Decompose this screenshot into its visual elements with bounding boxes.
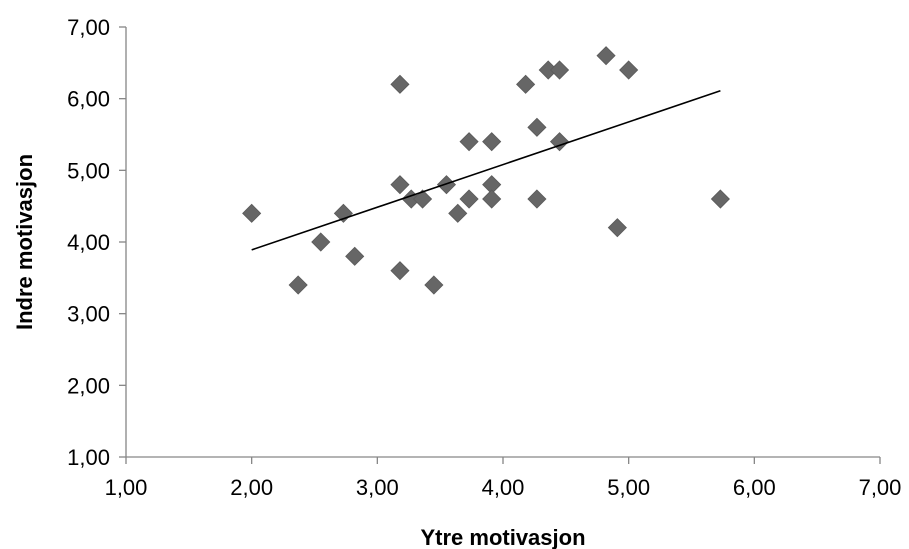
data-point bbox=[436, 175, 457, 195]
data-point bbox=[242, 203, 262, 223]
y-tick-label: 3,00 bbox=[67, 302, 110, 327]
data-point bbox=[390, 74, 410, 94]
x-tick-label: 1,00 bbox=[105, 475, 148, 500]
y-tick-label: 1,00 bbox=[67, 445, 110, 470]
data-point bbox=[288, 275, 308, 295]
axes bbox=[119, 26, 881, 464]
data-point bbox=[390, 261, 410, 281]
data-point bbox=[448, 203, 468, 223]
y-tick-label: 6,00 bbox=[67, 87, 110, 112]
data-point bbox=[516, 74, 536, 94]
data-point bbox=[527, 189, 547, 209]
data-point bbox=[390, 175, 410, 195]
y-tick-labels: 1,00 2,00 3,00 4,00 5,00 6,00 7,00 bbox=[67, 15, 110, 470]
data-point bbox=[619, 60, 639, 80]
x-tick-label: 3,00 bbox=[356, 475, 399, 500]
x-tick-label: 7,00 bbox=[859, 475, 902, 500]
x-axis-title: Ytre motivasjon bbox=[420, 525, 585, 549]
y-tick-label: 7,00 bbox=[67, 15, 110, 40]
trendline-group bbox=[251, 90, 721, 251]
data-point bbox=[459, 189, 479, 209]
data-point bbox=[413, 189, 433, 209]
trendline bbox=[251, 90, 721, 251]
x-tick-label: 2,00 bbox=[230, 475, 273, 500]
data-point bbox=[424, 275, 444, 295]
x-tick-label: 6,00 bbox=[733, 475, 776, 500]
y-tick-label: 5,00 bbox=[67, 158, 110, 183]
data-points bbox=[242, 46, 730, 295]
data-point bbox=[333, 203, 353, 223]
data-point bbox=[607, 218, 627, 238]
y-axis-title: Indre motivasjon bbox=[12, 154, 37, 330]
y-tick-label: 2,00 bbox=[67, 373, 110, 398]
data-point bbox=[482, 189, 502, 209]
data-point bbox=[527, 117, 547, 137]
x-tick-label: 4,00 bbox=[482, 475, 525, 500]
data-point bbox=[596, 46, 616, 66]
data-point bbox=[710, 189, 730, 209]
data-point bbox=[345, 246, 365, 266]
x-tick-label: 5,00 bbox=[607, 475, 650, 500]
data-point bbox=[482, 132, 502, 152]
y-tick-label: 4,00 bbox=[67, 230, 110, 255]
data-point bbox=[311, 232, 331, 252]
x-tick-labels: 1,00 2,00 3,00 4,00 5,00 6,00 7,00 bbox=[105, 475, 902, 500]
data-point bbox=[459, 132, 479, 152]
data-point bbox=[549, 60, 570, 80]
